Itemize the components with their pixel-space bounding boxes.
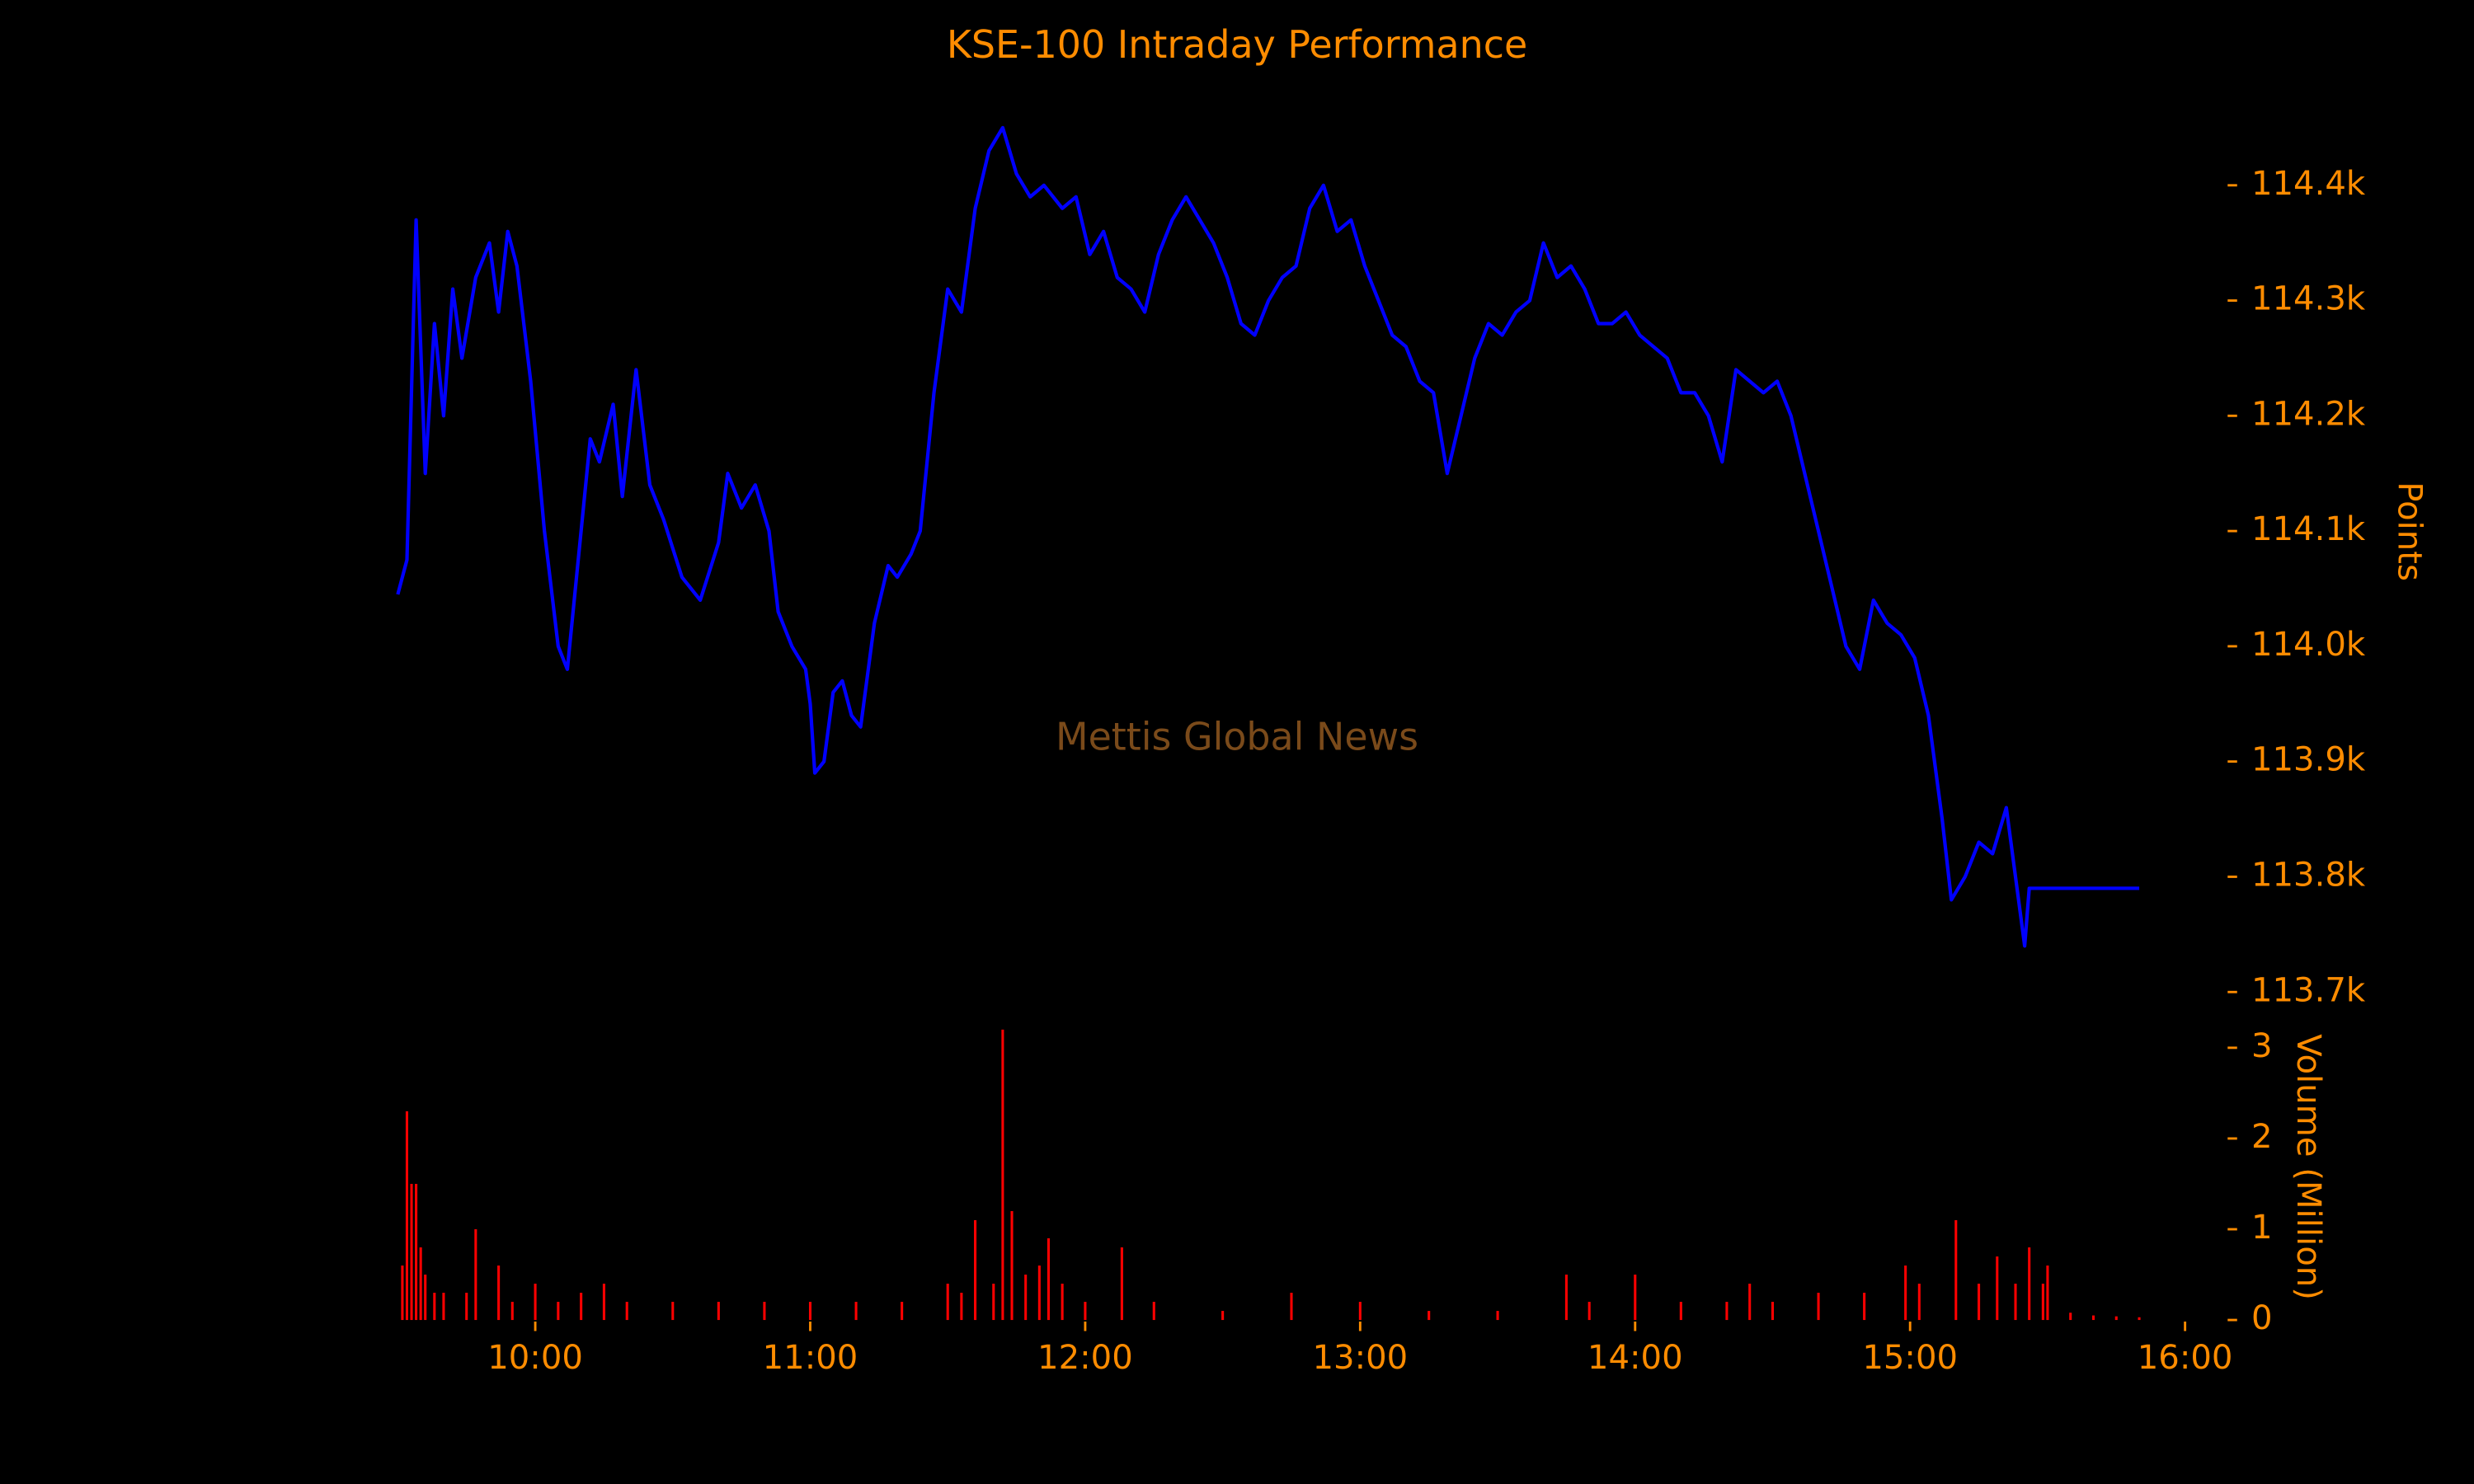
volume-bar [1290, 1293, 1293, 1321]
y-tick-label: 114.1k [2251, 510, 2366, 548]
volume-bar [534, 1284, 537, 1321]
volume-bar [580, 1293, 583, 1321]
volume-bar [474, 1228, 477, 1321]
x-tick-label: 11:00 [763, 1339, 858, 1377]
volume-bar [2028, 1247, 2031, 1321]
volume-bar [1587, 1302, 1591, 1321]
volume-bar [974, 1219, 977, 1321]
x-tick-label: 12:00 [1037, 1339, 1133, 1377]
volume-bar [1001, 1029, 1004, 1321]
watermark: Mettis Global News [1056, 715, 1418, 759]
volume-bar [1010, 1210, 1014, 1321]
volume-bar [1047, 1238, 1050, 1321]
volume-bar [671, 1302, 675, 1321]
y-tick-label: 113.7k [2251, 971, 2366, 1009]
volume-bar [433, 1293, 436, 1321]
volume-bar [602, 1284, 605, 1321]
volume-bar [2091, 1315, 2095, 1321]
volume-bar [510, 1302, 514, 1321]
volume-bar [2041, 1284, 2044, 1321]
volume-bar [854, 1302, 858, 1321]
volume-bar [424, 1275, 427, 1321]
volume-bar [1863, 1293, 1866, 1321]
volume-bar [1427, 1311, 1431, 1321]
y-tick-label: 3 [2251, 1027, 2273, 1065]
y-tick-label: 0 [2251, 1299, 2273, 1337]
chart-title: KSE-100 Intraday Performance [947, 22, 1527, 67]
volume-bar [901, 1302, 904, 1321]
volume-bar [415, 1183, 418, 1321]
volume-bar [960, 1293, 963, 1321]
x-tick-label: 16:00 [2138, 1339, 2233, 1377]
volume-bar [419, 1247, 422, 1321]
volume-bar [2014, 1284, 2017, 1321]
volume-bar [1634, 1275, 1637, 1321]
y-axis-label: Points [2390, 481, 2428, 581]
volume-bar [1771, 1302, 1775, 1321]
volume-bar [410, 1183, 413, 1321]
x-tick-label: 15:00 [1862, 1339, 1958, 1377]
x-tick-label: 13:00 [1312, 1339, 1408, 1377]
volume-bar [1358, 1302, 1362, 1321]
y-tick-label: 113.9k [2251, 741, 2366, 779]
x-tick-label: 10:00 [487, 1339, 583, 1377]
volume-bar [1725, 1302, 1729, 1321]
volume-bar [401, 1266, 404, 1321]
volume-bar [1024, 1275, 1028, 1321]
volume-bar [992, 1284, 995, 1321]
volume-bar [717, 1302, 720, 1321]
volume-bar [1221, 1311, 1225, 1321]
volume-bar [2046, 1266, 2049, 1321]
volume-bar [1917, 1284, 1921, 1321]
y2-axis-label: Volume (Million) [2289, 1034, 2327, 1300]
volume-bar [808, 1302, 812, 1321]
volume-bar [1679, 1302, 1682, 1321]
y-tick-label: 114.0k [2251, 626, 2366, 664]
volume-bar [1748, 1284, 1752, 1321]
volume-bar [1996, 1256, 1999, 1321]
volume-bar [1496, 1311, 1499, 1321]
volume-bar [1564, 1275, 1568, 1321]
volume-bar [2138, 1317, 2141, 1321]
volume-bar [1904, 1266, 1907, 1321]
volume-bar [946, 1284, 949, 1321]
y-tick-label: 114.4k [2251, 165, 2366, 203]
volume-bar [2114, 1316, 2118, 1321]
volume-bar [405, 1111, 409, 1321]
x-tick-label: 14:00 [1587, 1339, 1683, 1377]
volume-bar [1061, 1284, 1064, 1321]
volume-bar [497, 1266, 501, 1321]
volume-bar [1152, 1302, 1155, 1321]
y-tick-label: 114.2k [2251, 395, 2366, 433]
volume-bar [1037, 1266, 1041, 1321]
y-tick-label: 2 [2251, 1118, 2273, 1156]
volume-bar [625, 1302, 628, 1321]
volume-bar [1978, 1284, 1981, 1321]
volume-bar [1817, 1293, 1820, 1321]
y-tick-label: 114.3k [2251, 280, 2366, 318]
price-line [396, 125, 2140, 948]
volume-bar [763, 1302, 766, 1321]
volume-bar [557, 1302, 560, 1321]
volume-bar [1084, 1302, 1087, 1321]
volume-bar [1954, 1219, 1958, 1321]
volume-bar [442, 1293, 445, 1321]
y-tick-label: 113.8k [2251, 856, 2366, 894]
volume-bar [1120, 1247, 1123, 1321]
volume-bar [2069, 1313, 2072, 1321]
y-tick-label: 1 [2251, 1209, 2273, 1247]
volume-bar [465, 1293, 468, 1321]
